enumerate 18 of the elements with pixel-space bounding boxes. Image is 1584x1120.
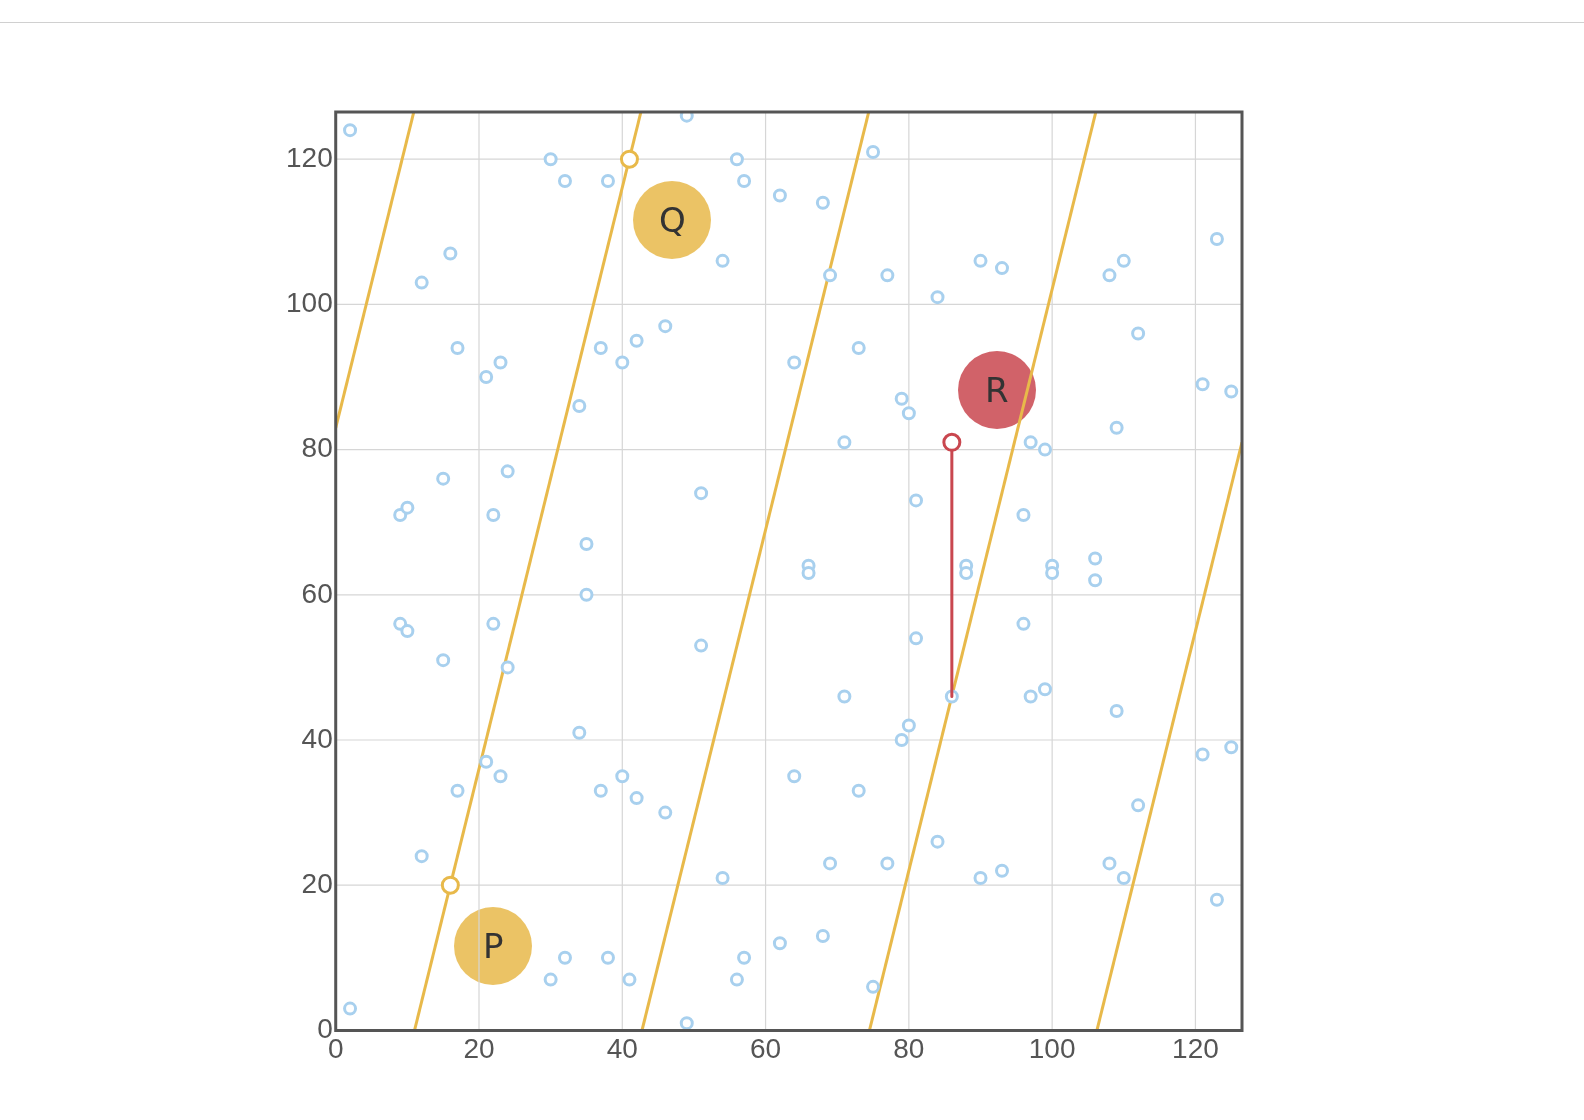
annotation: R: [957, 351, 1036, 430]
point: [942, 432, 962, 452]
annotation: Q: [633, 181, 712, 260]
point: [440, 875, 460, 895]
x-tick-label: 20: [463, 1032, 495, 1064]
x-tick-label: 100: [1028, 1032, 1076, 1064]
x-tick-label: 60: [750, 1032, 782, 1064]
y-tick-label: 100: [286, 287, 333, 319]
x-tick-label: 80: [893, 1032, 925, 1064]
y-tick-label: 20: [301, 867, 333, 899]
point: [619, 149, 639, 169]
y-tick-label: 80: [301, 432, 333, 464]
annotation: P: [454, 907, 533, 986]
y-tick-label: 120: [286, 141, 333, 173]
x-tick-label: 40: [606, 1032, 638, 1064]
y-tick-label: 60: [301, 577, 333, 609]
y-tick-label: 40: [301, 722, 333, 754]
x-tick-label: 120: [1172, 1032, 1219, 1064]
